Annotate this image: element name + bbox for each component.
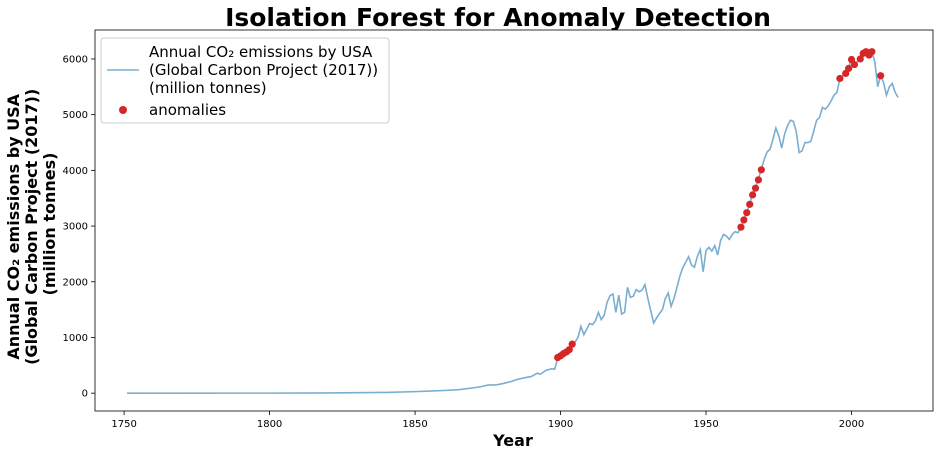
y-axis-label-line-2: (Global Carbon Project (2017)) [22,89,41,365]
y-tick-label: 1000 [63,333,88,344]
anomaly-point [877,72,885,80]
y-tick-label: 4000 [63,166,88,177]
legend-box [100,37,390,124]
x-tick-label: 1800 [257,419,282,430]
anomaly-point [757,166,765,174]
legend-line-label: Annual CO₂ emissions by USA (Global Carb… [149,43,383,97]
anomaly-point [565,346,573,354]
y-axis: 0 1000 2000 3000 4000 5000 6000 [63,54,95,400]
anomaly-point [754,176,763,184]
x-tick-label: 1850 [402,419,427,430]
x-tick-label: 1950 [693,419,718,430]
x-tick-label: 1900 [548,419,573,430]
anomaly-point [568,340,576,348]
anomaly-point [737,223,745,231]
anomaly-point [845,64,853,73]
x-tick-label: 2000 [839,419,864,430]
anomaly-point [746,200,754,208]
y-tick-label: 3000 [63,222,88,233]
x-tick-label: 1750 [111,419,136,430]
legend: Annual CO₂ emissions by USA (Global Carb… [100,37,390,124]
anomaly-point [751,184,760,192]
legend-line-label-2: (Global Carbon Project (2017)) [149,61,378,79]
anomaly-point [743,209,751,217]
chart-title: Isolation Forest for Anomaly Detection [225,3,771,32]
legend-line-label-3: (million tonnes) [149,79,267,97]
y-axis-label-line-3: (million tonnes) [40,153,59,296]
y-axis-label: Annual CO₂ emissions by USA (Global Carb… [4,83,59,365]
x-axis-label: Year [492,431,533,450]
legend-anomaly-label: anomalies [149,101,226,119]
legend-line-label-1: Annual CO₂ emissions by USA [149,43,373,61]
anomaly-point [868,48,876,56]
y-tick-label: 0 [82,389,88,400]
y-tick-label: 6000 [63,54,88,65]
y-tick-label: 5000 [63,110,88,121]
anomaly-point [850,60,859,69]
legend-anomaly-swatch [119,106,127,114]
anomaly-point [740,216,748,224]
x-axis: 1750 1800 1850 1900 1950 2000 [111,411,864,430]
y-axis-label-line-1: Annual CO₂ emissions by USA [4,93,23,359]
y-tick-label: 2000 [63,277,88,288]
anomaly-points [554,48,885,362]
anomaly-point [856,55,864,63]
anomaly-point [836,74,844,83]
anomaly-point [749,191,757,199]
